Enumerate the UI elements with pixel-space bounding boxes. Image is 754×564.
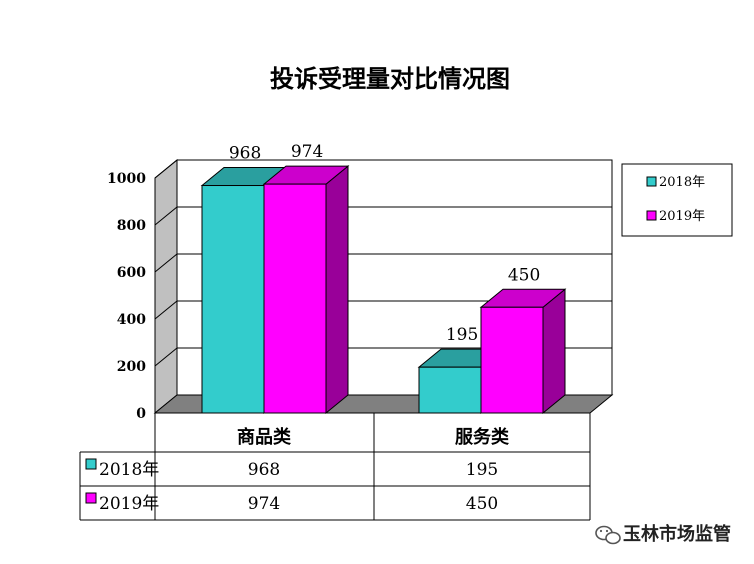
table-cell: 974 [248, 494, 280, 514]
y-axis-ticks: 0 200 400 600 800 1000 [107, 171, 146, 422]
bar-front [418, 366, 482, 414]
y-tick-label: 1000 [107, 171, 146, 187]
legend-entry: 2018年 [659, 175, 705, 190]
table-row-label: 2019年 [99, 494, 159, 514]
bar-front [480, 306, 544, 414]
table-cell: 968 [248, 460, 280, 480]
wechat-icon [595, 525, 621, 545]
gridline [154, 206, 612, 226]
y-tick-label: 200 [117, 359, 146, 375]
table-cell: 450 [466, 494, 498, 514]
y-tick-label: 400 [117, 312, 146, 328]
gridline [154, 300, 612, 320]
legend: 2018年 2019年 [621, 163, 733, 237]
table-legend-key [85, 492, 97, 504]
legend-box [621, 163, 733, 237]
gridline [154, 253, 612, 273]
data-labels: 968 974 195 450 [229, 142, 540, 345]
data-label: 968 [229, 144, 261, 164]
gridlines [154, 159, 612, 367]
gridline [154, 347, 612, 367]
data-label: 974 [291, 142, 323, 162]
y-tick-label: 800 [117, 218, 146, 234]
y-tick-label: 0 [136, 406, 146, 422]
table-column-header: 服务类 [455, 426, 510, 448]
bar [479, 288, 567, 415]
gridline [154, 159, 612, 179]
bar-side [542, 288, 566, 415]
table-column-header: 商品类 [237, 426, 292, 448]
bar-front [201, 185, 265, 414]
side-wall [154, 158, 178, 415]
watermark-text: 玉林市场监管 [623, 523, 731, 545]
chart-title: 投诉受理量对比情况图 [270, 64, 510, 93]
bar [262, 165, 350, 415]
legend-swatch [646, 176, 657, 187]
bars [200, 165, 567, 415]
table-cell: 195 [466, 460, 498, 480]
watermark: 玉林市场监管 [595, 523, 731, 545]
table-legend-key [85, 458, 97, 470]
legend-swatch [646, 210, 657, 221]
bar-front [263, 183, 327, 414]
data-label: 450 [508, 265, 540, 285]
table-row-label: 2018年 [99, 460, 159, 480]
data-table: 商品类 服务类 2018年 968 195 2019年 974 450 [79, 413, 591, 521]
data-label: 195 [446, 325, 478, 345]
legend-entry: 2019年 [659, 209, 705, 224]
y-tick-label: 600 [117, 265, 146, 281]
bar-side [325, 165, 349, 415]
